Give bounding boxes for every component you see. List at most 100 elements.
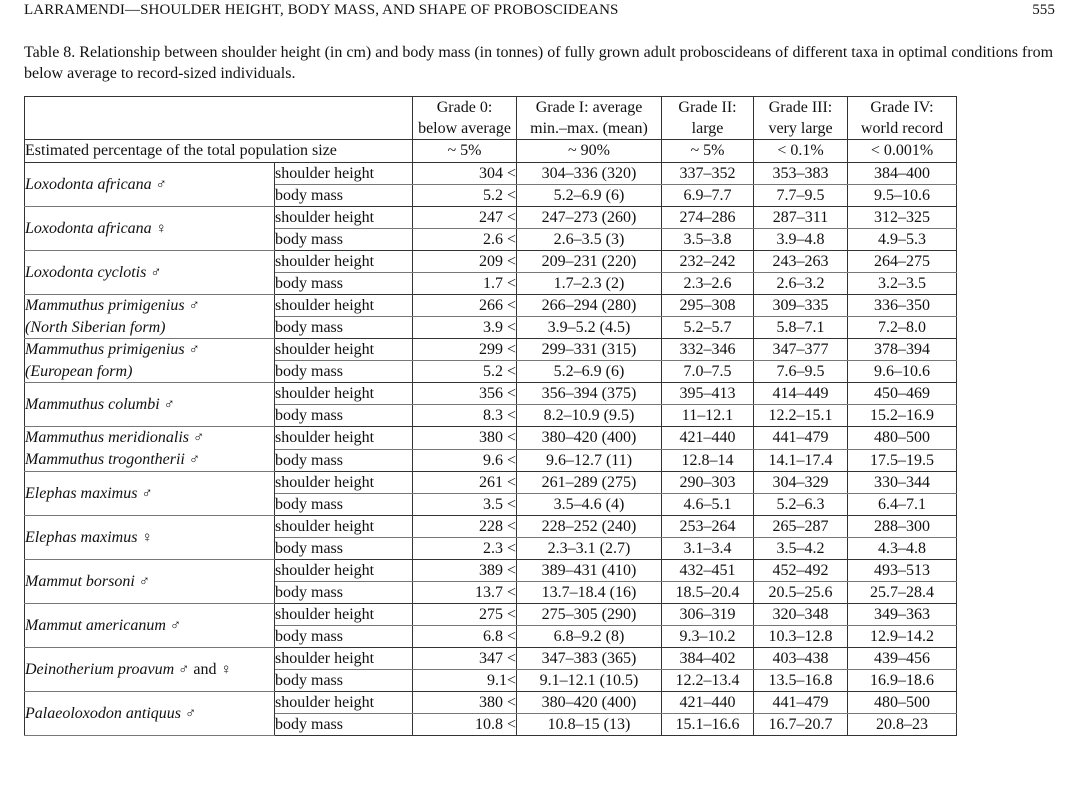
grade-1-cell: 261–289 (275)	[516, 471, 662, 494]
measure-label-body-mass: body mass	[274, 272, 413, 295]
grade-0-cell: 9.6 <	[412, 448, 517, 472]
taxon-name: Elephas maximus ♂	[24, 471, 275, 516]
grade-4-cell: 330–344	[847, 471, 957, 494]
male-symbol-icon: ♂	[169, 617, 182, 634]
grade-1-cell: 209–231 (220)	[516, 250, 662, 273]
table-row: Elephas maximus ♂ shoulder height 261 <261…	[24, 471, 957, 516]
grade-4-cell: 20.8–23	[847, 713, 957, 736]
measure-label-body-mass: body mass	[274, 404, 413, 427]
grade-4-cell: 439–456	[847, 647, 957, 670]
grade-4-cell: 288–300	[847, 515, 957, 538]
grade-1-cell: 8.2–10.9 (9.5)	[516, 404, 662, 427]
table-row: Deinotherium proavum ♂ and ♀ shoulder hei…	[24, 647, 957, 692]
grade-0-cell: 10.8 <	[412, 713, 517, 736]
taxon-name: Loxodonta africana ♀	[24, 206, 275, 251]
grade-2-cell: 332–346	[661, 338, 754, 361]
grade-4-cell: 16.9–18.6	[847, 669, 957, 692]
data-table: Grade 0: below average Grade I: average mi…	[24, 96, 957, 736]
grade-3-cell: 20.5–25.6	[753, 581, 848, 604]
measure-label-shoulder-height: shoulder height	[274, 471, 413, 494]
grade-2-cell: 6.9–7.7	[661, 184, 754, 207]
measure-label-body-mass: body mass	[274, 228, 413, 251]
table-row: Loxodonta africana ♂ shoulder height 304 <…	[24, 162, 957, 207]
running-head: LARRAMENDI—SHOULDER HEIGHT, BODY MASS, A…	[24, 0, 1055, 20]
grade-3-cell: 10.3–12.8	[753, 625, 848, 648]
grade-2-cell: 395–413	[661, 382, 754, 405]
male-symbol-icon: ♂	[188, 342, 200, 358]
table-row: Loxodonta africana ♀ shoulder height 247 <…	[24, 206, 957, 251]
grade-1-cell: 10.8–15 (13)	[516, 713, 662, 736]
grade-1-cell: 347–383 (365)	[516, 647, 662, 670]
measure-label-shoulder-height: shoulder height	[274, 559, 413, 582]
female-symbol-icon: ♀	[141, 529, 153, 546]
grade-4-cell: 7.2–8.0	[847, 316, 957, 339]
grade-2-cell: 9.3–10.2	[661, 625, 754, 648]
grade-3-cell: 414–449	[753, 382, 848, 405]
table-row: body mass 1.7 <1.7–2.3 (2) 2.3–2.6 2.6–3.2 3…	[25, 272, 957, 295]
grade-1-cell: 380–420 (400)	[516, 426, 662, 450]
table-row: Elephas maximus ♀ shoulder height 228 <228…	[24, 515, 957, 560]
grade-3-cell: 16.7–20.7	[753, 713, 848, 736]
grade-4-cell: 384–400	[847, 162, 957, 185]
taxon-name-line: Mammuthus trogontherii ♂	[25, 451, 201, 468]
grade-3-cell: 347–377	[753, 338, 848, 361]
grade-0-cell: 247 <	[412, 206, 517, 229]
grade-2-cell: 421–440	[661, 426, 754, 450]
taxon-name: Loxodonta africana ♂	[24, 162, 275, 207]
taxon-name-line: Loxodonta africana ♀	[25, 219, 167, 237]
taxon-name-line: Mammuthus columbi ♂	[25, 395, 175, 413]
grade-2-cell: 2.3–2.6	[661, 272, 754, 295]
grade-1-cell: 3.9–5.2 (4.5)	[516, 316, 662, 339]
grade-0-cell: 299 <	[412, 338, 517, 361]
table-row: Mammuthus columbi ♂ shoulder height 356 <3…	[24, 382, 957, 427]
grade-4-cell: 336–350	[847, 294, 957, 317]
grade-4-cell: 480–500	[847, 426, 957, 450]
grade-2-cell: 384–402	[661, 647, 754, 670]
page-number: 555	[1032, 1, 1055, 18]
taxa-body: Loxodonta africana ♂ shoulder height 304 <…	[24, 162, 957, 736]
grade-4-cell: 9.6–10.6	[847, 360, 957, 383]
measure-label-shoulder-height: shoulder height	[274, 603, 413, 626]
table-row: body mass 8.3 <8.2–10.9 (9.5) 11–12.1 12.2–…	[25, 404, 957, 427]
male-symbol-icon: ♂	[188, 298, 200, 314]
grade-3-cell: 265–287	[753, 515, 848, 538]
grade-3-cell: 7.7–9.5	[753, 184, 848, 207]
grade-2-cell: 295–308	[661, 294, 754, 317]
table-row: Mammut americanum ♂ shoulder height 275 <2…	[24, 603, 957, 648]
table-row: body mass 10.8 <10.8–15 (13) 15.1–16.6 16.7…	[25, 713, 957, 736]
running-head-title: LARRAMENDI—SHOULDER HEIGHT, BODY MASS, A…	[24, 1, 619, 18]
grade-3-cell: 441–479	[753, 691, 848, 714]
grade-1-cell: 3.5–4.6 (4)	[516, 493, 662, 516]
grade-1-cell: 266–294 (280)	[516, 294, 662, 317]
grade-4-cell: 3.2–3.5	[847, 272, 957, 295]
grade-2-cell: 337–352	[661, 162, 754, 185]
taxon-name: Palaeoloxodon antiquus ♂	[24, 691, 275, 736]
grade-3-cell: 452–492	[753, 559, 848, 582]
grade-3-cell: 309–335	[753, 294, 848, 317]
taxon-name-line: Elephas maximus ♂	[25, 484, 153, 502]
grade-2-cell: 12.8–14	[661, 448, 754, 472]
taxon-name-line: (European form)	[25, 363, 133, 380]
taxon-name-line: Palaeoloxodon antiquus ♂	[25, 704, 197, 722]
grade-0-cell: 209 <	[412, 250, 517, 273]
grade-3-cell: 287–311	[753, 206, 848, 229]
table-row: Mammut borsoni ♂ shoulder height 389 <389–…	[24, 559, 957, 604]
measure-label-shoulder-height: shoulder height	[274, 426, 413, 450]
grade-4-cell: 450–469	[847, 382, 957, 405]
grade-0-cell: 13.7 <	[412, 581, 517, 604]
taxon-name-line: Mammuthus meridionalis ♂	[25, 429, 205, 446]
taxon-name: Mammuthus primigenius ♂ (North Siberian f…	[24, 294, 275, 339]
taxon-name-line: Mammut borsoni ♂	[25, 572, 151, 590]
measure-label-body-mass: body mass	[274, 493, 413, 516]
header-grade-4: Grade IV: world record	[847, 96, 957, 140]
measure-label-shoulder-height: shoulder height	[274, 515, 413, 538]
table-row: Mammuthus primigenius ♂ (North Siberian f…	[24, 294, 957, 339]
grade-0-cell: 389 <	[412, 559, 517, 582]
male-symbol-icon: ♂	[193, 430, 205, 446]
grade-0-cell: 347 <	[412, 647, 517, 670]
grade-3-cell: 304–329	[753, 471, 848, 494]
female-symbol-icon: ♀	[220, 661, 232, 678]
grade-0-cell: 5.2 <	[412, 360, 517, 383]
percentage-row: Estimated percentage of the total popula…	[24, 139, 957, 163]
